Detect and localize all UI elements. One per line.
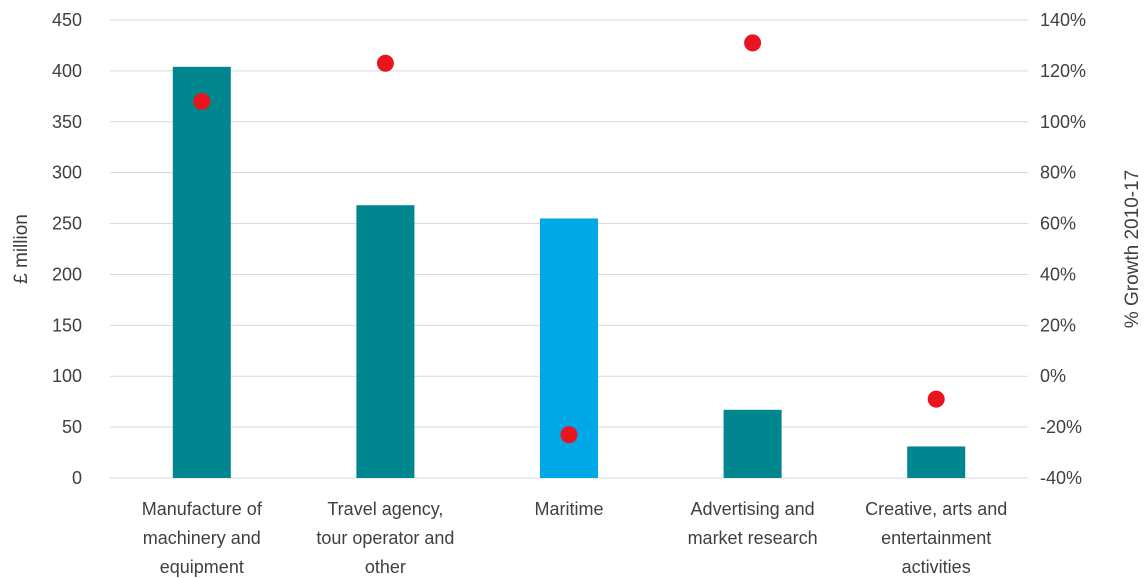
category-label: Creative, arts and entertainment activitie… — [865, 499, 1007, 577]
right-tick-label: 120% — [1040, 61, 1086, 81]
left-tick-label: 100 — [52, 366, 82, 386]
right-tick-label: 140% — [1040, 10, 1086, 30]
category-label: Advertising and market research — [688, 499, 818, 548]
right-tick-label: 40% — [1040, 264, 1076, 284]
category-label: Manufacture of machinery and equipment — [142, 499, 263, 577]
bar — [356, 205, 415, 479]
bar — [172, 66, 231, 478]
growth-point — [376, 54, 394, 72]
growth-points-series — [193, 34, 945, 444]
left-tick-label: 450 — [52, 10, 82, 30]
left-tick-label: 200 — [52, 264, 82, 284]
right-axis-title: % Growth 2010-17 — [1122, 170, 1143, 328]
left-tick-label: 300 — [52, 163, 82, 183]
bar — [907, 446, 966, 478]
growth-point — [193, 92, 211, 110]
right-axis-ticks: -40% -20% 0% 20% 40% 60% 80% 100% 120% 140% — [1040, 10, 1086, 488]
left-tick-label: 50 — [62, 417, 82, 437]
left-tick-label: 150 — [52, 315, 82, 335]
category-label: Maritime — [534, 499, 603, 519]
bar-series — [172, 66, 966, 479]
bar — [723, 409, 782, 478]
right-tick-label: 0% — [1040, 366, 1066, 386]
left-tick-label: 400 — [52, 61, 82, 81]
right-tick-label: 100% — [1040, 112, 1086, 132]
left-axis-ticks: 0 50 100 150 200 250 300 350 400 450 — [52, 10, 82, 488]
right-tick-label: 80% — [1040, 163, 1076, 183]
left-tick-label: 0 — [72, 468, 82, 488]
category-label: Travel agency, tour operator and other — [316, 499, 454, 577]
right-tick-label: -20% — [1040, 417, 1082, 437]
right-tick-label: -40% — [1040, 468, 1082, 488]
left-axis-title: £ million — [11, 214, 32, 284]
left-tick-label: 350 — [52, 112, 82, 132]
left-tick-label: 250 — [52, 214, 82, 234]
growth-point — [927, 390, 945, 408]
growth-point — [744, 34, 762, 52]
category-labels: Manufacture of machinery and equipment Trav… — [142, 499, 1007, 577]
growth-point — [560, 426, 578, 444]
right-tick-label: 20% — [1040, 315, 1076, 335]
right-tick-label: 60% — [1040, 214, 1076, 234]
